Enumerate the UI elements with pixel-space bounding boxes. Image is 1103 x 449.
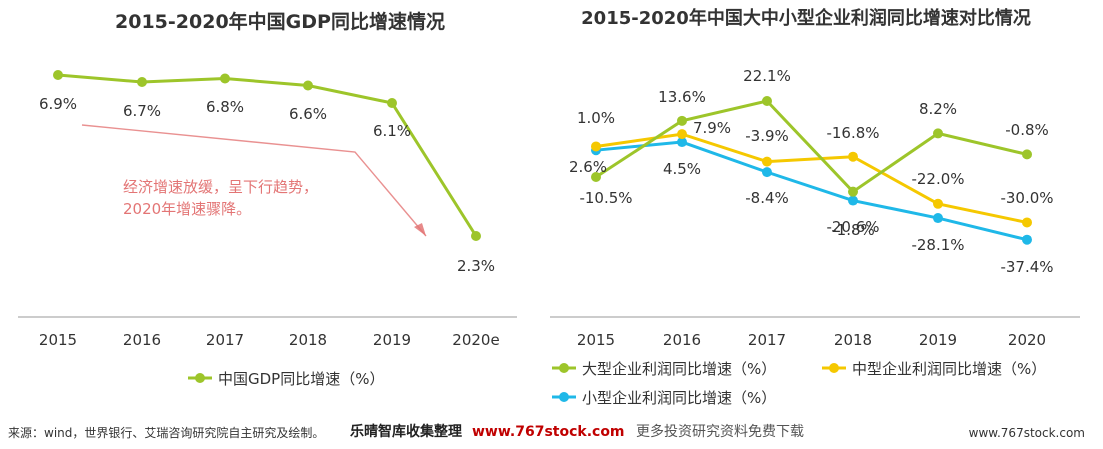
gdp-point [53, 70, 63, 80]
profit-chart: 2015-2020年中国大中小型企业利润同比增速对比情况 2015 2016 201… [550, 7, 1080, 407]
gdp-point [137, 77, 147, 87]
large-legend-marker [559, 363, 569, 373]
medium-legend-marker [829, 363, 839, 373]
large-data-label: -16.8% [826, 124, 879, 142]
gdp-point [220, 73, 230, 84]
gdp-series-line [57, 73, 478, 237]
medium-data-label: -3.9% [745, 127, 789, 145]
gdp-x-tick: 2019 [373, 331, 411, 349]
large-data-label: -0.8% [1005, 121, 1049, 139]
profit-x-tick: 2016 [663, 331, 701, 349]
large-legend-label: 大型企业利润同比增速（%） [582, 360, 776, 378]
small-data-label: 1.0% [577, 109, 615, 127]
small-data-label: -37.4% [1000, 258, 1053, 276]
small-legend-label: 小型企业利润同比增速（%） [582, 389, 776, 407]
trend-arrow-line [81, 124, 427, 237]
gdp-data-label: 6.8% [206, 98, 244, 116]
gdp-x-tick: 2020e [452, 331, 499, 349]
medium-data-label: -1.8% [831, 221, 875, 239]
small-series-line [595, 140, 1028, 242]
small-data-label: -8.4% [745, 189, 789, 207]
small-point [1022, 234, 1032, 245]
profit-x-tick: 2019 [919, 331, 957, 349]
gdp-x-tick: 2018 [289, 331, 327, 349]
large-data-label: 22.1% [743, 67, 791, 85]
gdp-point [471, 231, 481, 241]
source-note: 来源：wind，世界银行、艾瑞咨询研究院自主研究及绘制。 [8, 425, 324, 440]
small-point [677, 137, 687, 148]
watermark-url: www.767stock.com [472, 424, 625, 440]
medium-point [1022, 217, 1032, 228]
small-data-label: 4.5% [663, 160, 701, 178]
profit-legend: 大型企业利润同比增速（%） 中型企业利润同比增速（%） 小型企业利润同比增速（%… [552, 360, 1046, 407]
large-point [1022, 149, 1032, 160]
large-data-label: 13.6% [658, 88, 706, 106]
medium-point [591, 141, 601, 152]
medium-data-label: 2.6% [569, 158, 607, 176]
medium-data-label: 7.9% [693, 119, 731, 137]
annotation-line-1: 经济增速放缓，呈下行趋势， [123, 178, 318, 196]
gdp-chart-title: 2015-2020年中国GDP同比增速情况 [115, 10, 445, 33]
gdp-data-label: 6.9% [39, 95, 77, 113]
large-series-line [595, 99, 1028, 194]
gdp-data-label: 2.3% [457, 257, 495, 275]
gdp-legend: 中国GDP同比增速（%） [188, 370, 384, 388]
gdp-x-tick: 2016 [123, 331, 161, 349]
gdp-data-label: 6.7% [123, 102, 161, 120]
medium-point [677, 129, 687, 140]
gdp-point [303, 80, 313, 91]
small-point [762, 167, 772, 178]
large-data-label: -10.5% [579, 189, 632, 207]
trend-arrow-head [414, 223, 426, 236]
watermark-text: 乐晴智库收集整理 [350, 423, 462, 440]
site-watermark: www.767stock.com [969, 426, 1085, 440]
medium-point [762, 156, 772, 167]
profit-x-tick: 2018 [834, 331, 872, 349]
gdp-legend-marker [195, 373, 205, 383]
small-data-label: -28.1% [911, 236, 964, 254]
small-point [933, 213, 943, 224]
medium-legend-label: 中型企业利润同比增速（%） [852, 360, 1046, 378]
large-point [848, 186, 858, 197]
large-data-label: 8.2% [919, 100, 957, 118]
profit-x-tick: 2015 [577, 331, 615, 349]
gdp-chart: 2015-2020年中国GDP同比增速情况 2015 2016 2017 2018 20… [18, 10, 517, 388]
gdp-point [387, 98, 397, 108]
profit-x-tick: 2017 [748, 331, 786, 349]
medium-series-line [595, 132, 1028, 224]
large-point [677, 115, 687, 126]
medium-point [848, 151, 858, 162]
annotation-line-2: 2020年增速骤降。 [123, 200, 251, 218]
gdp-x-tick: 2017 [206, 331, 244, 349]
small-legend-marker [559, 392, 569, 402]
gdp-x-tick: 2015 [39, 331, 77, 349]
large-point [591, 172, 601, 182]
small-point [848, 195, 858, 206]
gdp-data-label: 6.6% [289, 105, 327, 123]
medium-data-label: -22.0% [911, 170, 964, 188]
watermark-download-text: 更多投资研究资料免费下载 [636, 423, 804, 440]
medium-point [933, 198, 943, 209]
large-point [762, 96, 772, 106]
gdp-data-label: 6.1% [373, 122, 411, 140]
profit-x-tick: 2020 [1008, 331, 1046, 349]
large-point [933, 128, 943, 139]
small-data-label: -20.6% [826, 218, 879, 236]
medium-data-label: -30.0% [1000, 189, 1053, 207]
gdp-legend-label: 中国GDP同比增速（%） [218, 370, 384, 388]
profit-chart-title: 2015-2020年中国大中小型企业利润同比增速对比情况 [581, 7, 1031, 29]
